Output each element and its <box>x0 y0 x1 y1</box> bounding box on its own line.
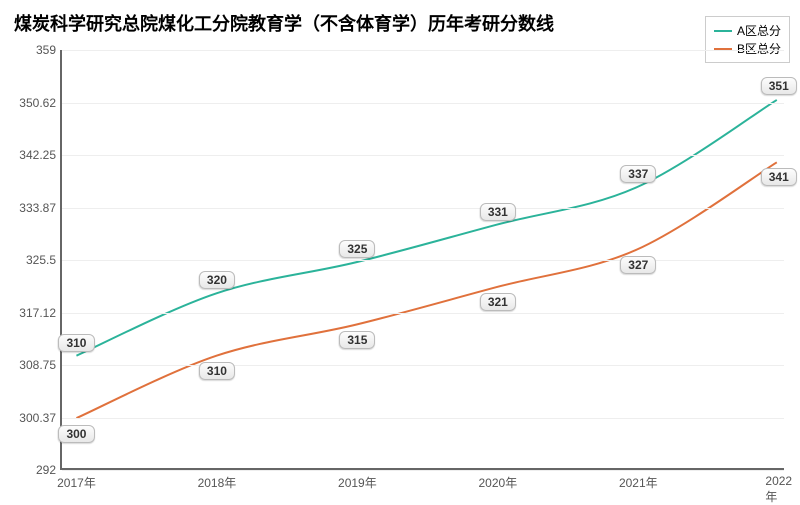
y-tick-label: 317.12 <box>19 306 56 320</box>
gridline <box>62 418 784 419</box>
data-label: 337 <box>620 165 656 183</box>
data-label: 310 <box>199 362 235 380</box>
legend-item: A区总分 <box>714 22 781 39</box>
gridline <box>62 260 784 261</box>
gridline <box>62 470 784 471</box>
legend-swatch <box>714 30 732 32</box>
data-label: 320 <box>199 271 235 289</box>
chart-title: 煤炭科学研究总院煤化工分院教育学（不含体育学）历年考研分数线 <box>14 10 554 36</box>
x-tick-label: 2020年 <box>478 474 517 491</box>
x-tick-label: 2017年 <box>57 474 96 491</box>
data-label: 321 <box>480 293 516 311</box>
data-label: 325 <box>339 240 375 258</box>
y-tick-label: 350.62 <box>19 96 56 110</box>
gridline <box>62 365 784 366</box>
y-tick-label: 300.37 <box>19 411 56 425</box>
data-label: 331 <box>480 203 516 221</box>
gridline <box>62 155 784 156</box>
series-line <box>76 100 776 356</box>
data-label: 315 <box>339 331 375 349</box>
y-tick-label: 325.5 <box>26 253 56 267</box>
data-label: 351 <box>761 77 797 95</box>
series-line <box>76 162 776 418</box>
series-lines <box>62 50 784 468</box>
x-tick-label: 2019年 <box>338 474 377 491</box>
y-tick-label: 292 <box>36 463 56 477</box>
legend-label: A区总分 <box>737 22 781 39</box>
y-tick-label: 342.25 <box>19 148 56 162</box>
gridline <box>62 50 784 51</box>
gridline <box>62 313 784 314</box>
gridline <box>62 208 784 209</box>
y-tick-label: 333.87 <box>19 201 56 215</box>
chart-container: 煤炭科学研究总院煤化工分院教育学（不含体育学）历年考研分数线 A区总分B区总分 … <box>0 0 800 500</box>
x-tick-label: 2022年 <box>765 474 792 505</box>
y-tick-label: 359 <box>36 43 56 57</box>
y-tick-label: 308.75 <box>19 358 56 372</box>
data-label: 341 <box>761 168 797 186</box>
data-label: 300 <box>58 425 94 443</box>
x-tick-label: 2018年 <box>198 474 237 491</box>
gridline <box>62 103 784 104</box>
plot-area: 292300.37308.75317.12325.5333.87342.2535… <box>60 50 784 470</box>
x-tick-label: 2021年 <box>619 474 658 491</box>
data-label: 310 <box>58 334 94 352</box>
data-label: 327 <box>620 256 656 274</box>
